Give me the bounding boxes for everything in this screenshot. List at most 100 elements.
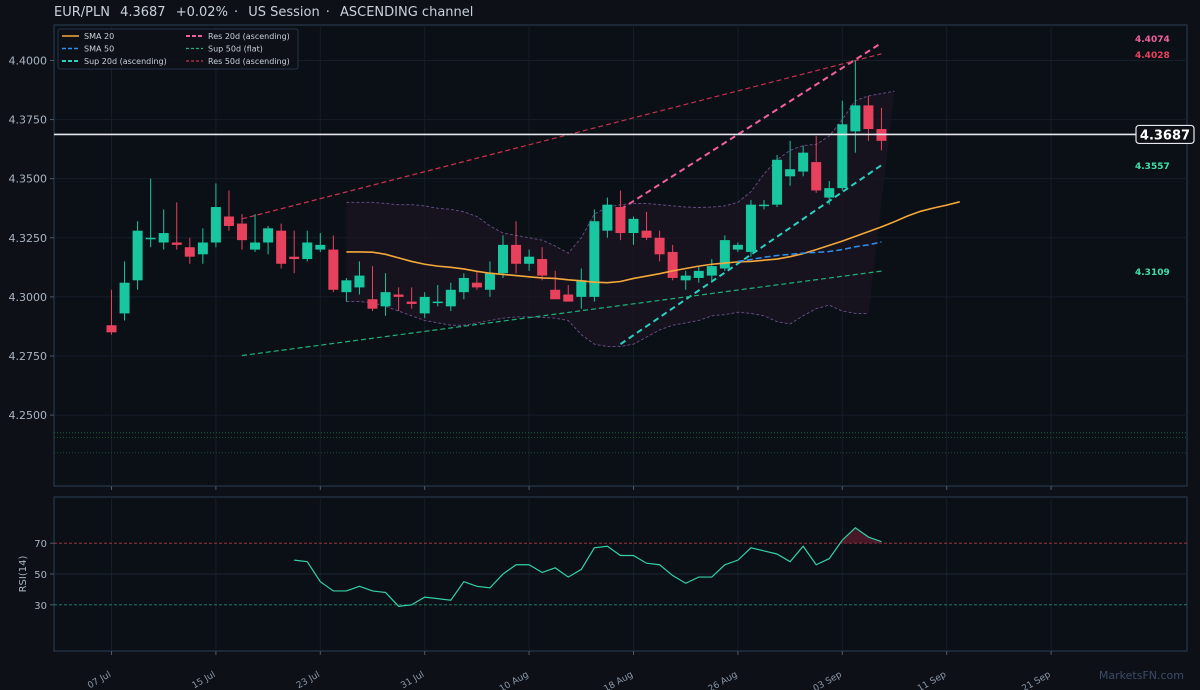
candle-body (732, 244, 743, 250)
candle-body (223, 216, 234, 226)
candle-body (341, 280, 352, 293)
candle-body (772, 159, 783, 205)
candle-body (824, 188, 835, 198)
candle-body (354, 275, 365, 288)
candle-body (759, 204, 769, 207)
candle-body (654, 237, 665, 255)
candle-body (667, 251, 678, 278)
candle-body (576, 280, 587, 297)
candle-body (706, 266, 717, 276)
x-tick-label: 31 Jul (399, 670, 426, 690)
rsi-line (294, 527, 882, 607)
candle-body (811, 162, 822, 191)
x-tick-label: 21 Sep (1021, 670, 1053, 690)
candle-body (798, 152, 809, 172)
candle-body (119, 282, 130, 314)
band-lower-line (346, 301, 869, 347)
candle-body (171, 242, 182, 245)
x-tick-label: 07 Jul (86, 670, 113, 690)
candle-body (563, 294, 574, 302)
header-separator-2: · (325, 5, 330, 20)
sma20-line (346, 201, 960, 284)
header-separator-1: · (233, 5, 239, 20)
trendline-label: 4.4074 (1135, 35, 1170, 45)
candle-body (393, 294, 404, 297)
candle-body (785, 169, 796, 177)
candle-body (263, 228, 274, 243)
y-tick-label: 4.2750 (9, 350, 48, 363)
candle-body (145, 237, 156, 240)
candle-body (641, 230, 652, 238)
y-tick-label: 4.4000 (9, 54, 48, 67)
candle-body (745, 204, 756, 252)
channel-label: ASCENDING channel (340, 5, 474, 20)
y-tick-label: 4.3250 (9, 232, 48, 245)
legend-entry: Res 50d (ascending) (208, 57, 290, 66)
candle-body (419, 296, 430, 314)
candle-body (615, 207, 626, 234)
watermark: MarketsFN.com (1098, 669, 1184, 682)
candle-body (210, 207, 221, 243)
candle-body (719, 240, 730, 269)
y-tick-label: 4.3750 (9, 114, 48, 127)
sma50-line (737, 241, 882, 263)
legend-entry: Sup 20d (ascending) (84, 57, 167, 66)
legend-box (57, 28, 299, 70)
rsi-y-tick-label: 30 (34, 601, 47, 612)
y-tick-label: 4.3000 (9, 291, 48, 304)
y-tick-label: 4.3500 (9, 173, 48, 186)
candle-body (367, 299, 378, 309)
legend-entry: Res 20d (ascending) (208, 32, 290, 41)
change-label: +0.02% (175, 5, 228, 20)
legend-entry: Sup 50d (flat) (208, 45, 263, 54)
candle-body (315, 244, 326, 250)
candle-body (250, 242, 261, 250)
trendline-label: 4.4028 (1135, 51, 1170, 61)
candle-body (184, 247, 195, 257)
rsi-axis-label: RSI(14) (18, 556, 29, 593)
candle-body (132, 230, 143, 281)
candle-body (276, 230, 287, 264)
candle-body (445, 289, 456, 307)
symbol-label: EUR/PLN (54, 5, 110, 20)
candle-body (406, 301, 417, 304)
last-price-box (1135, 124, 1195, 145)
candle-body (289, 256, 300, 260)
legend-entry: SMA 50 (84, 45, 114, 54)
candle-body (524, 256, 535, 264)
x-tick-label: 03 Sep (812, 670, 844, 690)
rsi-y-tick-label: 50 (34, 570, 47, 581)
trendline-label: 4.3557 (1135, 162, 1170, 172)
candle-body (537, 259, 548, 276)
candle-body (863, 105, 874, 130)
candle-body (458, 277, 469, 293)
rsi-overbought-fill (840, 527, 882, 544)
x-tick-label: 10 Aug (498, 670, 531, 690)
candle-body (237, 223, 247, 241)
candle-body (602, 204, 613, 231)
candle-body (106, 325, 117, 333)
trendline-label: 4.3109 (1135, 268, 1170, 278)
candle-body (484, 273, 495, 290)
candle-body (589, 221, 600, 297)
x-tick-label: 11 Sep (916, 670, 948, 690)
session-label: US Session (248, 5, 320, 20)
candle-body (498, 244, 508, 274)
chart-header: EUR/PLN 4.3687 +0.02% · US Session · ASCEN… (54, 5, 479, 20)
candle-body (693, 270, 704, 278)
x-tick-label: 15 Jul (191, 670, 218, 690)
trendline (241, 270, 882, 357)
x-tick-label: 26 Aug (707, 670, 740, 690)
candle-body (680, 275, 691, 281)
candle-body (511, 244, 522, 264)
trendline (619, 42, 882, 211)
y-tick-label: 4.2500 (9, 409, 48, 422)
candle-body (628, 218, 639, 234)
candle-body (197, 242, 208, 255)
x-tick-label: 23 Jul (295, 670, 322, 690)
candle-body (850, 105, 861, 132)
candle-body (380, 292, 391, 307)
candle-body (302, 242, 313, 260)
